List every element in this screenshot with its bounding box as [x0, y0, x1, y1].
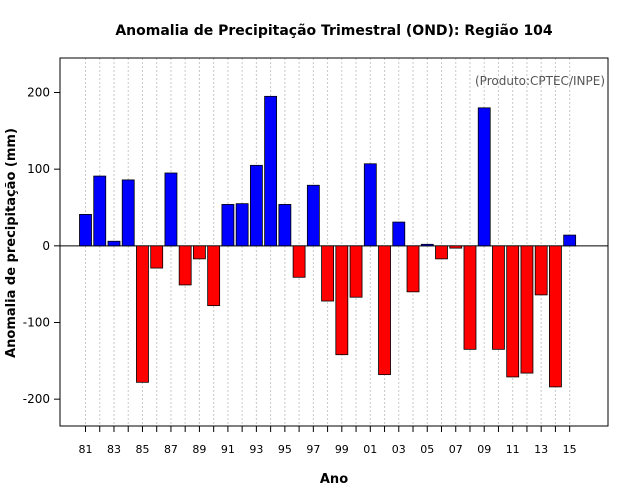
bar-01 — [363, 163, 377, 247]
bar-15 — [563, 234, 577, 247]
x-tick-label: 91 — [221, 443, 235, 456]
x-tick-label: 93 — [249, 443, 263, 456]
bar-10 — [492, 245, 505, 350]
x-axis-title: Ano — [320, 472, 348, 487]
x-tick-label: 15 — [563, 443, 577, 456]
y-tick-label: 100 — [27, 162, 50, 176]
chart-title: Anomalia de Precipitação Trimestral (OND… — [115, 23, 553, 39]
bar-04 — [406, 245, 420, 293]
plot-frame — [59, 57, 609, 427]
bar-83 — [107, 240, 121, 247]
bar-13 — [534, 245, 548, 296]
bar-06 — [435, 245, 448, 260]
y-tick-label: -200 — [23, 392, 50, 406]
bar-91 — [221, 204, 235, 247]
bar-93 — [249, 164, 263, 247]
x-tick-label: 03 — [392, 443, 406, 456]
bar-05 — [420, 243, 434, 247]
y-tick-label: -100 — [23, 316, 50, 330]
x-tick-label: 81 — [79, 443, 93, 456]
x-tick-label: 99 — [335, 443, 349, 456]
bar-14 — [549, 245, 562, 388]
bar-94 — [264, 95, 278, 247]
bar-96 — [292, 245, 306, 278]
y-axis: -200 -100 0 100 200 — [23, 86, 60, 406]
y-axis-title: Anomalia de precipitação (mm) — [4, 128, 19, 358]
x-tick-label: 95 — [278, 443, 292, 456]
x-tick-label: 85 — [135, 443, 149, 456]
bar-03 — [392, 221, 406, 247]
bar-81 — [79, 213, 92, 247]
x-tick-label: 87 — [164, 443, 178, 456]
x-tick-label: 97 — [306, 443, 320, 456]
grid-lines — [85, 58, 571, 426]
bar-87 — [164, 172, 178, 247]
bar-84 — [121, 179, 135, 247]
bar-11 — [506, 245, 520, 378]
x-tick-label: 01 — [363, 443, 377, 456]
bar-12 — [520, 245, 534, 374]
x-axis: 81 83 85 87 89 91 93 95 97 99 01 03 05 07 09 11 13 15 — [79, 426, 577, 456]
y-tick-label: 0 — [42, 239, 50, 253]
bars — [79, 95, 577, 388]
bar-90 — [207, 245, 221, 307]
x-tick-label: 83 — [107, 443, 121, 456]
bar-09 — [477, 107, 491, 247]
x-tick-label: 09 — [477, 443, 491, 456]
x-tick-label: 05 — [420, 443, 434, 456]
bar-98 — [321, 245, 334, 302]
x-tick-label: 11 — [506, 443, 520, 456]
bar-97 — [306, 184, 320, 247]
bar-82 — [93, 175, 107, 247]
bar-99 — [335, 245, 349, 356]
bar-86 — [150, 245, 164, 269]
bar-00 — [349, 245, 363, 298]
bar-92 — [235, 203, 249, 247]
bar-88 — [178, 245, 192, 286]
bar-85 — [136, 245, 149, 383]
credit-label: (Produto:CPTEC/INPE) — [475, 74, 605, 88]
bar-08 — [463, 245, 477, 350]
bar-07 — [449, 245, 463, 249]
x-tick-label: 13 — [534, 443, 548, 456]
bar-02 — [378, 245, 391, 376]
x-tick-label: 07 — [449, 443, 463, 456]
bar-89 — [193, 245, 206, 260]
y-tick-label: 200 — [27, 86, 50, 100]
x-tick-label: 89 — [192, 443, 206, 456]
bar-95 — [278, 204, 292, 247]
